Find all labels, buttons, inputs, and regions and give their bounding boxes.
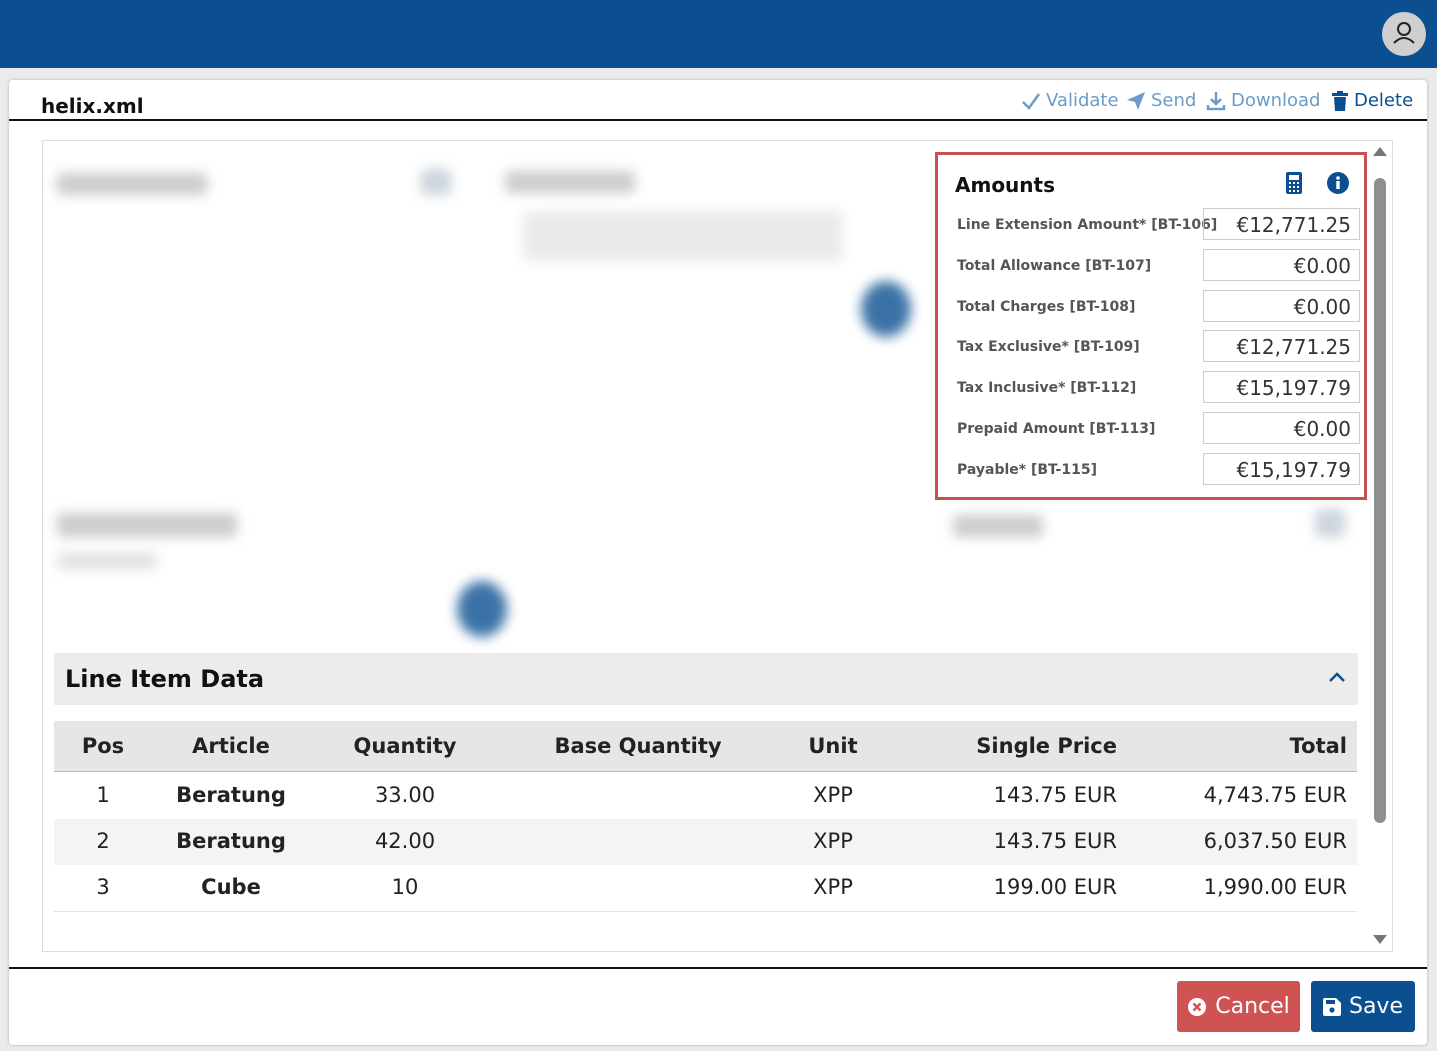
table-cell: 2 xyxy=(96,829,110,853)
table-cell: 6,037.50 EUR xyxy=(1203,829,1347,853)
line-items-header[interactable]: Line Item Data xyxy=(54,653,1358,705)
button-label: Cancel xyxy=(1215,994,1290,1019)
amount-label: Line Extension Amount* [BT-106] xyxy=(957,217,1218,233)
table-row: 2 Beratung 42.00 XPP 143.75 EUR 6,037.50 EUR xyxy=(54,819,1357,866)
collapse-icon xyxy=(1329,672,1345,682)
table-header: Pos Article Quantity Base Quantity Unit Singl… xyxy=(54,721,1357,772)
blurred-content xyxy=(1315,509,1345,537)
action-label: Send xyxy=(1151,90,1197,111)
amount-label: Prepaid Amount [BT-113] xyxy=(957,421,1156,437)
amount-input[interactable]: €0.00 xyxy=(1203,248,1360,281)
amount-input[interactable]: €12,771.25 xyxy=(1203,208,1360,240)
table-cell: 4,743.75 EUR xyxy=(1203,783,1347,807)
table-cell: 33.00 xyxy=(374,783,436,807)
scroll-up[interactable] xyxy=(1372,145,1388,157)
amount-label: Total Charges [BT-108] xyxy=(957,298,1136,315)
blurred-content xyxy=(57,513,237,537)
footer-divider xyxy=(9,967,1427,969)
column-header: Pos xyxy=(81,734,125,758)
amount-label: Payable* [BT-115] xyxy=(957,461,1097,478)
amount-label: Tax Inclusive* [BT-112] xyxy=(957,380,1137,397)
amount-input[interactable]: €15,197.79 xyxy=(1203,371,1360,404)
validate-button[interactable]: Validate xyxy=(1021,90,1119,111)
header-divider xyxy=(9,119,1427,121)
table-cell: XPP xyxy=(813,829,853,853)
table-cell: 199.00 EUR xyxy=(993,875,1117,899)
cancel-button[interactable]: Cancel xyxy=(1177,981,1300,1032)
button-label: Save xyxy=(1348,994,1403,1019)
amount-input[interactable]: €12,771.25 xyxy=(1203,330,1360,363)
user-avatar[interactable] xyxy=(1382,12,1426,56)
info-icon[interactable] xyxy=(1327,172,1349,194)
amount-label: Tax Exclusive* [BT-109] xyxy=(957,339,1140,356)
calculator-icon[interactable] xyxy=(1286,172,1302,194)
table-cell: 143.75 EUR xyxy=(993,783,1117,807)
blurred-content xyxy=(421,169,451,195)
table-cell: 10 xyxy=(391,875,419,899)
blurred-content xyxy=(457,581,507,637)
scrollbar-thumb[interactable] xyxy=(1374,178,1386,823)
scroll-down[interactable] xyxy=(1372,934,1388,946)
table-cell: XPP xyxy=(813,783,853,807)
column-header: Quantity xyxy=(353,734,457,758)
action-label: Validate xyxy=(1046,90,1119,111)
table-cell: Cube xyxy=(201,875,261,899)
action-label: Download xyxy=(1231,90,1321,111)
top-bar xyxy=(0,0,1437,68)
amounts-panel: Amounts Line Extension Amount* [BT-106] €… xyxy=(935,152,1367,500)
download-button[interactable]: Download xyxy=(1206,90,1320,111)
amounts-title: Amounts xyxy=(955,173,1055,197)
table-cell: 42.00 xyxy=(374,829,436,853)
file-title: helix.xml xyxy=(41,94,144,118)
table-cell: 3 xyxy=(96,875,110,899)
section-title: Line Item Data xyxy=(65,665,265,693)
user-icon xyxy=(1393,22,1415,44)
blurred-content xyxy=(505,171,635,193)
blurred-content xyxy=(523,211,843,261)
save-button[interactable]: Save xyxy=(1311,981,1415,1032)
table-cell: 1,990.00 EUR xyxy=(1203,875,1347,899)
column-header: Base Quantity xyxy=(554,734,722,758)
column-header: Single Price xyxy=(976,734,1117,758)
amount-input[interactable]: €15,197.79 xyxy=(1203,452,1360,485)
table-cell: 1 xyxy=(96,783,110,807)
amount-input[interactable]: €0.00 xyxy=(1203,412,1360,444)
blurred-content xyxy=(861,281,911,337)
table-cell: XPP xyxy=(813,875,853,899)
blurred-content xyxy=(57,173,207,195)
blurred-content xyxy=(953,515,1043,537)
column-header: Article xyxy=(192,734,270,758)
action-label: Delete xyxy=(1354,90,1414,111)
column-header: Total xyxy=(1289,734,1347,758)
table-cell: Beratung xyxy=(176,829,286,853)
delete-button[interactable]: Delete xyxy=(1331,90,1413,111)
table-cell: 143.75 EUR xyxy=(993,829,1117,853)
table-row: 3 Cube 10 XPP 199.00 EUR 1,990.00 EUR xyxy=(54,865,1357,912)
send-button[interactable]: Send xyxy=(1126,90,1196,111)
table-cell: Beratung xyxy=(176,783,286,807)
amount-label: Total Allowance [BT-107] xyxy=(957,257,1152,274)
column-header: Unit xyxy=(808,734,858,758)
table-row: 1 Beratung 33.00 XPP 143.75 EUR 4,743.75 EUR xyxy=(54,773,1357,820)
amount-input[interactable]: €0.00 xyxy=(1203,289,1360,322)
blurred-content xyxy=(57,553,157,569)
